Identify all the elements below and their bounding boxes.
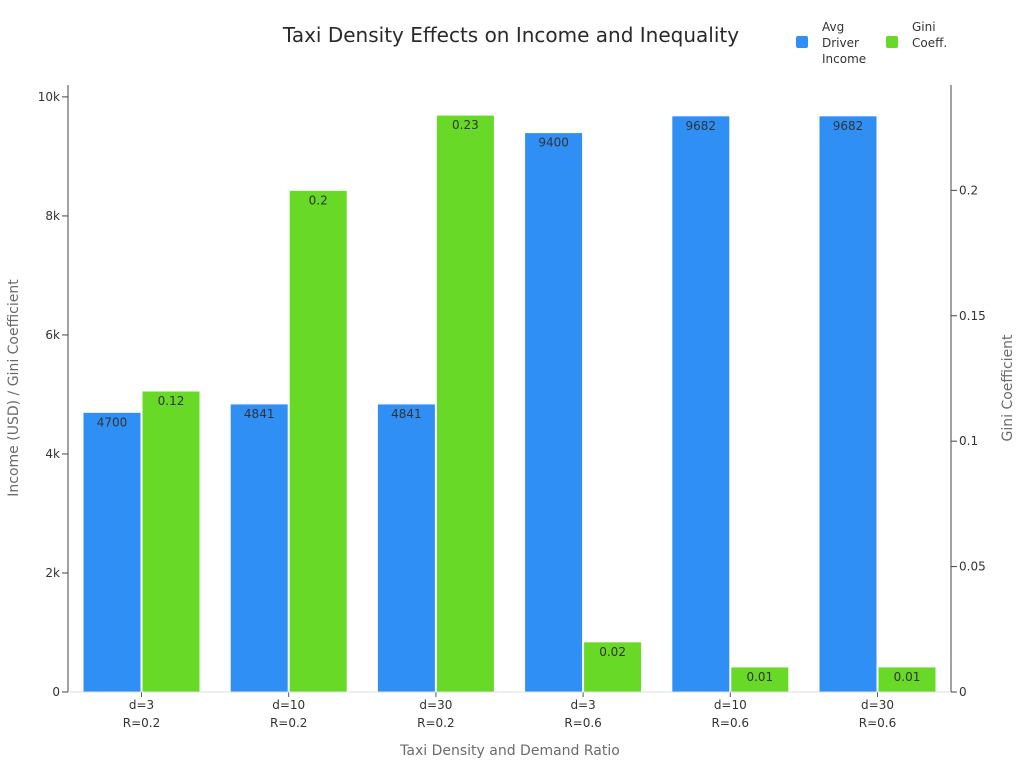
bar-income — [82, 411, 142, 693]
y-tick-label-right: 0.2 — [959, 183, 978, 197]
y-tick-label-left: 4k — [45, 447, 60, 461]
data-label: 4841 — [244, 407, 275, 421]
x-tick-label: R=0.2 — [270, 716, 307, 730]
y-axis-title-left: Income (USD) / Gini Coefficient — [6, 279, 22, 497]
legend-label: Coeff. — [912, 36, 947, 50]
bars: 4700 0.12 4841 0.2 4841 0.23 9400 0.02 9682 0.01 9… — [82, 114, 937, 693]
x-tick-label: d=30 — [419, 698, 452, 712]
bar-gini — [583, 641, 643, 693]
bar-gini — [288, 189, 348, 693]
chart-title: Taxi Density Effects on Income and Inequ… — [282, 23, 739, 47]
data-label: 4841 — [391, 407, 422, 421]
legend-label: Avg — [822, 20, 844, 34]
x-tick-label: R=0.2 — [417, 716, 454, 730]
legend-label: Income — [822, 52, 866, 66]
x-tick-label: d=30 — [861, 698, 894, 712]
axes: d=3 R=0.2 d=10 R=0.2 d=30 R=0.2 d=3 R=0.6 d=10 R=… — [38, 85, 986, 730]
bar-gini — [435, 114, 495, 693]
x-tick-label: R=0.6 — [712, 716, 749, 730]
legend-label: Driver — [822, 36, 859, 50]
x-tick-label: R=0.2 — [123, 716, 160, 730]
x-tick-label: R=0.6 — [859, 716, 896, 730]
bar-income — [671, 115, 731, 693]
x-tick-label: d=3 — [129, 698, 154, 712]
y-tick-label-left: 6k — [45, 328, 60, 342]
x-tick-label: d=10 — [714, 698, 747, 712]
data-label: 0.12 — [158, 394, 185, 408]
x-tick-label: d=10 — [272, 698, 305, 712]
data-label: 0.02 — [599, 645, 626, 659]
y-tick-label-left: 2k — [45, 566, 60, 580]
legend: Avg Driver Income Gini Coeff. — [796, 20, 947, 66]
y-tick-label-left: 0 — [52, 685, 60, 699]
data-label: 9682 — [833, 119, 864, 133]
y-tick-label-left: 8k — [45, 209, 60, 223]
legend-swatch — [796, 36, 808, 48]
x-tick-label: d=3 — [570, 698, 595, 712]
bar-income — [818, 115, 878, 693]
data-label: 0.01 — [746, 670, 773, 684]
y-tick-label-right: 0.15 — [959, 309, 986, 323]
legend-label: Gini — [912, 20, 936, 34]
data-label: 9400 — [538, 136, 569, 150]
data-label: 0.2 — [309, 193, 328, 207]
y-tick-label-left: 10k — [38, 90, 60, 104]
x-tick-label: R=0.6 — [564, 716, 601, 730]
y-tick-label-right: 0.1 — [959, 434, 978, 448]
bar-gini — [730, 666, 790, 693]
bar-income — [524, 132, 584, 693]
y-tick-label-right: 0 — [959, 685, 967, 699]
y-axis-title-right: Gini Coefficient — [1000, 334, 1016, 442]
legend-swatch — [886, 36, 898, 48]
data-label: 9682 — [686, 119, 717, 133]
data-label: 0.23 — [452, 118, 479, 132]
data-label: 4700 — [97, 415, 128, 429]
bar-income — [229, 403, 289, 693]
x-axis-title: Taxi Density and Demand Ratio — [399, 743, 620, 759]
data-label: 0.01 — [894, 670, 921, 684]
bar-income — [376, 403, 436, 693]
y-tick-label-right: 0.05 — [959, 560, 986, 574]
bar-gini — [141, 390, 201, 693]
